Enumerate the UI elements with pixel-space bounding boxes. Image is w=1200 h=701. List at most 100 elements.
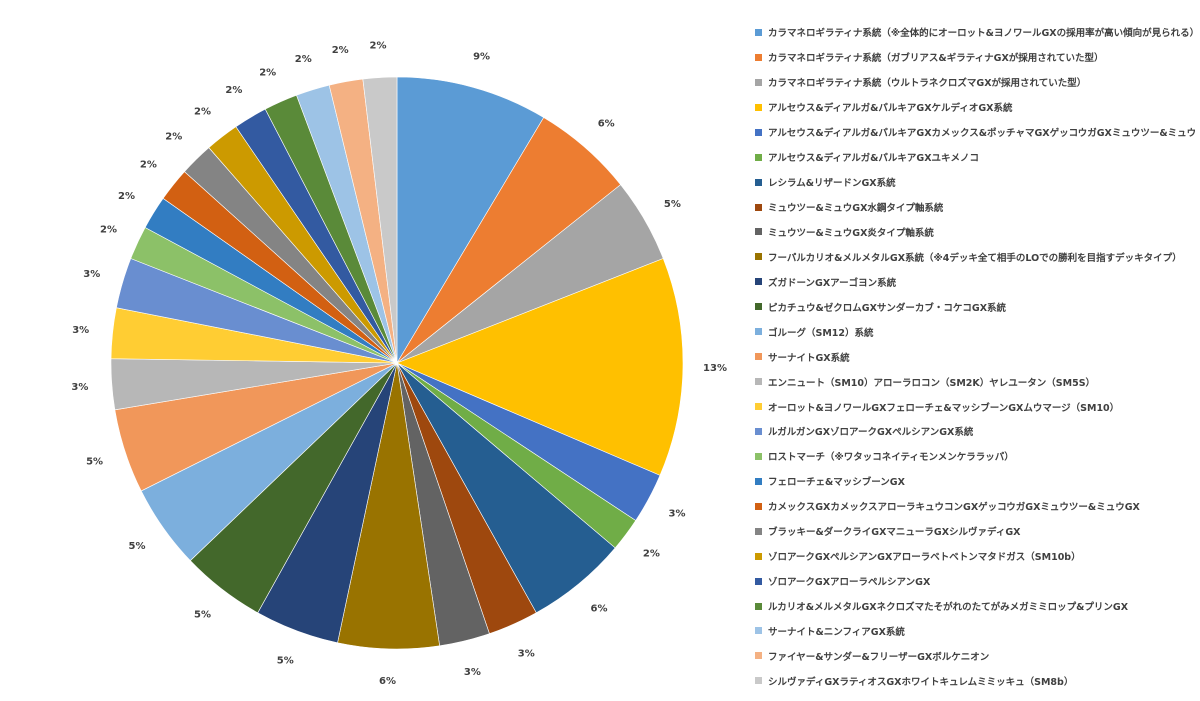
legend-entry: サーナイト&ニンフィアGX系統 — [755, 619, 1195, 644]
legend-entry: ルカリオ&メルメタルGXネクロズマたそがれのたてがみメガミミロップ&プリンGX — [755, 594, 1195, 619]
chart-legend: カラマネロギラティナ系統（※全体的にオーロット&ヨノワールGXの採用率が高い傾向… — [755, 20, 1195, 693]
legend-label: サーナイトGX系統 — [768, 352, 850, 364]
slice-data-label: 6% — [591, 604, 608, 615]
legend-swatch — [755, 153, 762, 161]
pie-slice — [362, 76, 398, 364]
legend-swatch — [755, 552, 762, 560]
slice-data-label: 2% — [225, 85, 242, 96]
legend-entry: レシラム&リザードンGX系統 — [755, 170, 1195, 195]
slice-data-label: 2% — [140, 160, 157, 171]
legend-swatch — [755, 103, 762, 111]
legend-label: カメックスGXカメックスアローラキュウコンGXゲッコウガGXミュウツー&ミュウG… — [768, 502, 1140, 514]
slice-data-label: 5% — [277, 656, 294, 667]
slice-data-label: 2% — [165, 132, 182, 143]
legend-swatch — [755, 602, 762, 610]
legend-label: ルカリオ&メルメタルGXネクロズマたそがれのたてがみメガミミロップ&プリンGX — [768, 602, 1129, 614]
slice-data-label: 5% — [664, 199, 681, 210]
legend-swatch — [755, 477, 762, 485]
slice-data-label: 3% — [83, 269, 100, 280]
legend-swatch — [755, 353, 762, 361]
legend-label: アルセウス&ディアルガ&パルキアGXケルディオGX系統 — [768, 103, 1013, 115]
legend-entry: カラマネロギラティナ系統（ガブリアス&ギラティナGXが採用されていた型） — [755, 45, 1195, 70]
legend-entry: フェローチェ&マッシブーンGX — [755, 469, 1195, 494]
slice-data-label: 3% — [669, 509, 686, 520]
slice-data-label: 2% — [100, 224, 117, 235]
legend-label: アルセウス&ディアルガ&パルキアGXカメックス&ポッチャマGXゲッコウガGXミュ… — [768, 128, 1195, 140]
slice-data-label: 2% — [332, 45, 349, 56]
legend-label: ゾロアークGXアローラペルシアンGX — [768, 577, 931, 589]
slice-data-label: 3% — [464, 667, 481, 678]
legend-label: ミュウツー&ミュウGX水鋼タイプ軸系統 — [768, 203, 944, 215]
legend-swatch — [755, 627, 762, 635]
legend-swatch — [755, 128, 762, 136]
legend-label: ピカチュウ&ゼクロムGXサンダーカブ・コケコGX系統 — [768, 302, 1007, 314]
legend-swatch — [755, 427, 762, 435]
legend-label: アルセウス&ディアルガ&パルキアGXユキメノコ — [768, 153, 980, 165]
legend-label: ブラッキー&ダークライGXマニューラGXシルヴァディGX — [768, 527, 1021, 539]
legend-swatch — [755, 328, 762, 336]
legend-entry: オーロット&ヨノワールGXフェローチェ&マッシブーンGXムウマージ（SM10） — [755, 394, 1195, 419]
legend-swatch — [755, 378, 762, 386]
legend-label: カラマネロギラティナ系統（ガブリアス&ギラティナGXが採用されていた型） — [768, 53, 1104, 65]
legend-swatch — [755, 502, 762, 510]
slice-data-label: 5% — [129, 541, 146, 552]
legend-label: サーナイト&ニンフィアGX系統 — [768, 626, 905, 638]
slice-data-label: 3% — [72, 325, 89, 336]
legend-label: ゴルーグ（SM12）系統 — [768, 327, 874, 339]
legend-entry: アルセウス&ディアルガ&パルキアGXケルディオGX系統 — [755, 95, 1195, 120]
legend-label: カラマネロギラティナ系統（ウルトラネクロズマGXが採用されていた型） — [768, 78, 1087, 90]
legend-label: ルガルガンGXゾロアークGXペルシアンGX系統 — [768, 427, 974, 439]
legend-entry: カラマネロギラティナ系統（ウルトラネクロズマGXが採用されていた型） — [755, 70, 1195, 95]
legend-label: ズガドーンGXアーゴヨン系統 — [768, 277, 897, 289]
legend-swatch — [755, 178, 762, 186]
legend-label: フェローチェ&マッシブーンGX — [768, 477, 905, 489]
legend-entry: ピカチュウ&ゼクロムGXサンダーカブ・コケコGX系統 — [755, 294, 1195, 319]
legend-swatch — [755, 203, 762, 211]
legend-label: オーロット&ヨノワールGXフェローチェ&マッシブーンGXムウマージ（SM10） — [768, 402, 1120, 414]
legend-entry: アルセウス&ディアルガ&パルキアGXカメックス&ポッチャマGXゲッコウガGXミュ… — [755, 120, 1195, 145]
legend-swatch — [755, 53, 762, 61]
legend-entry: ルガルガンGXゾロアークGXペルシアンGX系統 — [755, 419, 1195, 444]
legend-swatch — [755, 677, 762, 685]
slice-data-label: 5% — [194, 610, 211, 621]
slice-data-label: 2% — [194, 106, 211, 117]
slice-data-label: 2% — [295, 54, 312, 65]
legend-entry: シルヴァディGXラティオスGXホワイトキュレムミミッキュ（SM8b） — [755, 668, 1195, 693]
legend-entry: ミュウツー&ミュウGX水鋼タイプ軸系統 — [755, 195, 1195, 220]
legend-swatch — [755, 403, 762, 411]
legend-entry: カメックスGXカメックスアローラキュウコンGXゲッコウガGXミュウツー&ミュウG… — [755, 494, 1195, 519]
legend-label: ゾロアークGXペルシアンGXアローラベトベトンマタドガス（SM10b） — [768, 552, 1081, 564]
legend-swatch — [755, 28, 762, 36]
legend-label: フーパルカリオ&メルメタルGX系統（※4デッキ全て相手のLOでの勝利を目指すデッ… — [768, 252, 1182, 264]
legend-swatch — [755, 527, 762, 535]
legend-swatch — [755, 652, 762, 660]
legend-label: カラマネロギラティナ系統（※全体的にオーロット&ヨノワールGXの採用率が高い傾向… — [768, 28, 1195, 40]
legend-swatch — [755, 78, 762, 86]
slice-data-label: 9% — [473, 52, 490, 63]
legend-entry: ゾロアークGXアローラペルシアンGX — [755, 569, 1195, 594]
legend-entry: アルセウス&ディアルガ&パルキアGXユキメノコ — [755, 145, 1195, 170]
slice-data-label: 6% — [598, 119, 615, 130]
legend-swatch — [755, 253, 762, 261]
legend-label: シルヴァディGXラティオスGXホワイトキュレムミミッキュ（SM8b） — [768, 676, 1074, 688]
slice-data-label: 2% — [259, 68, 276, 79]
legend-label: エンニュート（SM10）アローラロコン（SM2K）ヤレユータン（SM5S） — [768, 377, 1096, 389]
legend-entry: ゾロアークGXペルシアンGXアローラベトベトンマタドガス（SM10b） — [755, 544, 1195, 569]
legend-label: レシラム&リザードンGX系統 — [768, 178, 896, 190]
legend-entry: ズガドーンGXアーゴヨン系統 — [755, 269, 1195, 294]
slice-data-label: 2% — [118, 191, 135, 202]
slice-data-label: 5% — [86, 456, 103, 467]
slice-data-label: 3% — [71, 382, 88, 393]
pie-chart-plot: 9% 6% 5% 13% 3% 2% 6% 3% 3% 6% 5% 5% 5% 5% 3% 3% 3% 2% 2% 2… — [71, 41, 727, 687]
pie-slice — [396, 258, 684, 476]
slice-data-label: 13% — [703, 363, 727, 374]
legend-swatch — [755, 228, 762, 236]
legend-entry: サーナイトGX系統 — [755, 344, 1195, 369]
legend-entry: カラマネロギラティナ系統（※全体的にオーロット&ヨノワールGXの採用率が高い傾向… — [755, 20, 1195, 45]
legend-swatch — [755, 452, 762, 460]
legend-entry: ミュウツー&ミュウGX炎タイプ軸系統 — [755, 220, 1195, 245]
legend-entry: ブラッキー&ダークライGXマニューラGXシルヴァディGX — [755, 519, 1195, 544]
legend-entry: ゴルーグ（SM12）系統 — [755, 319, 1195, 344]
legend-entry: ファイヤー&サンダー&フリーザーGXボルケニオン — [755, 643, 1195, 668]
legend-label: ファイヤー&サンダー&フリーザーGXボルケニオン — [768, 651, 990, 663]
